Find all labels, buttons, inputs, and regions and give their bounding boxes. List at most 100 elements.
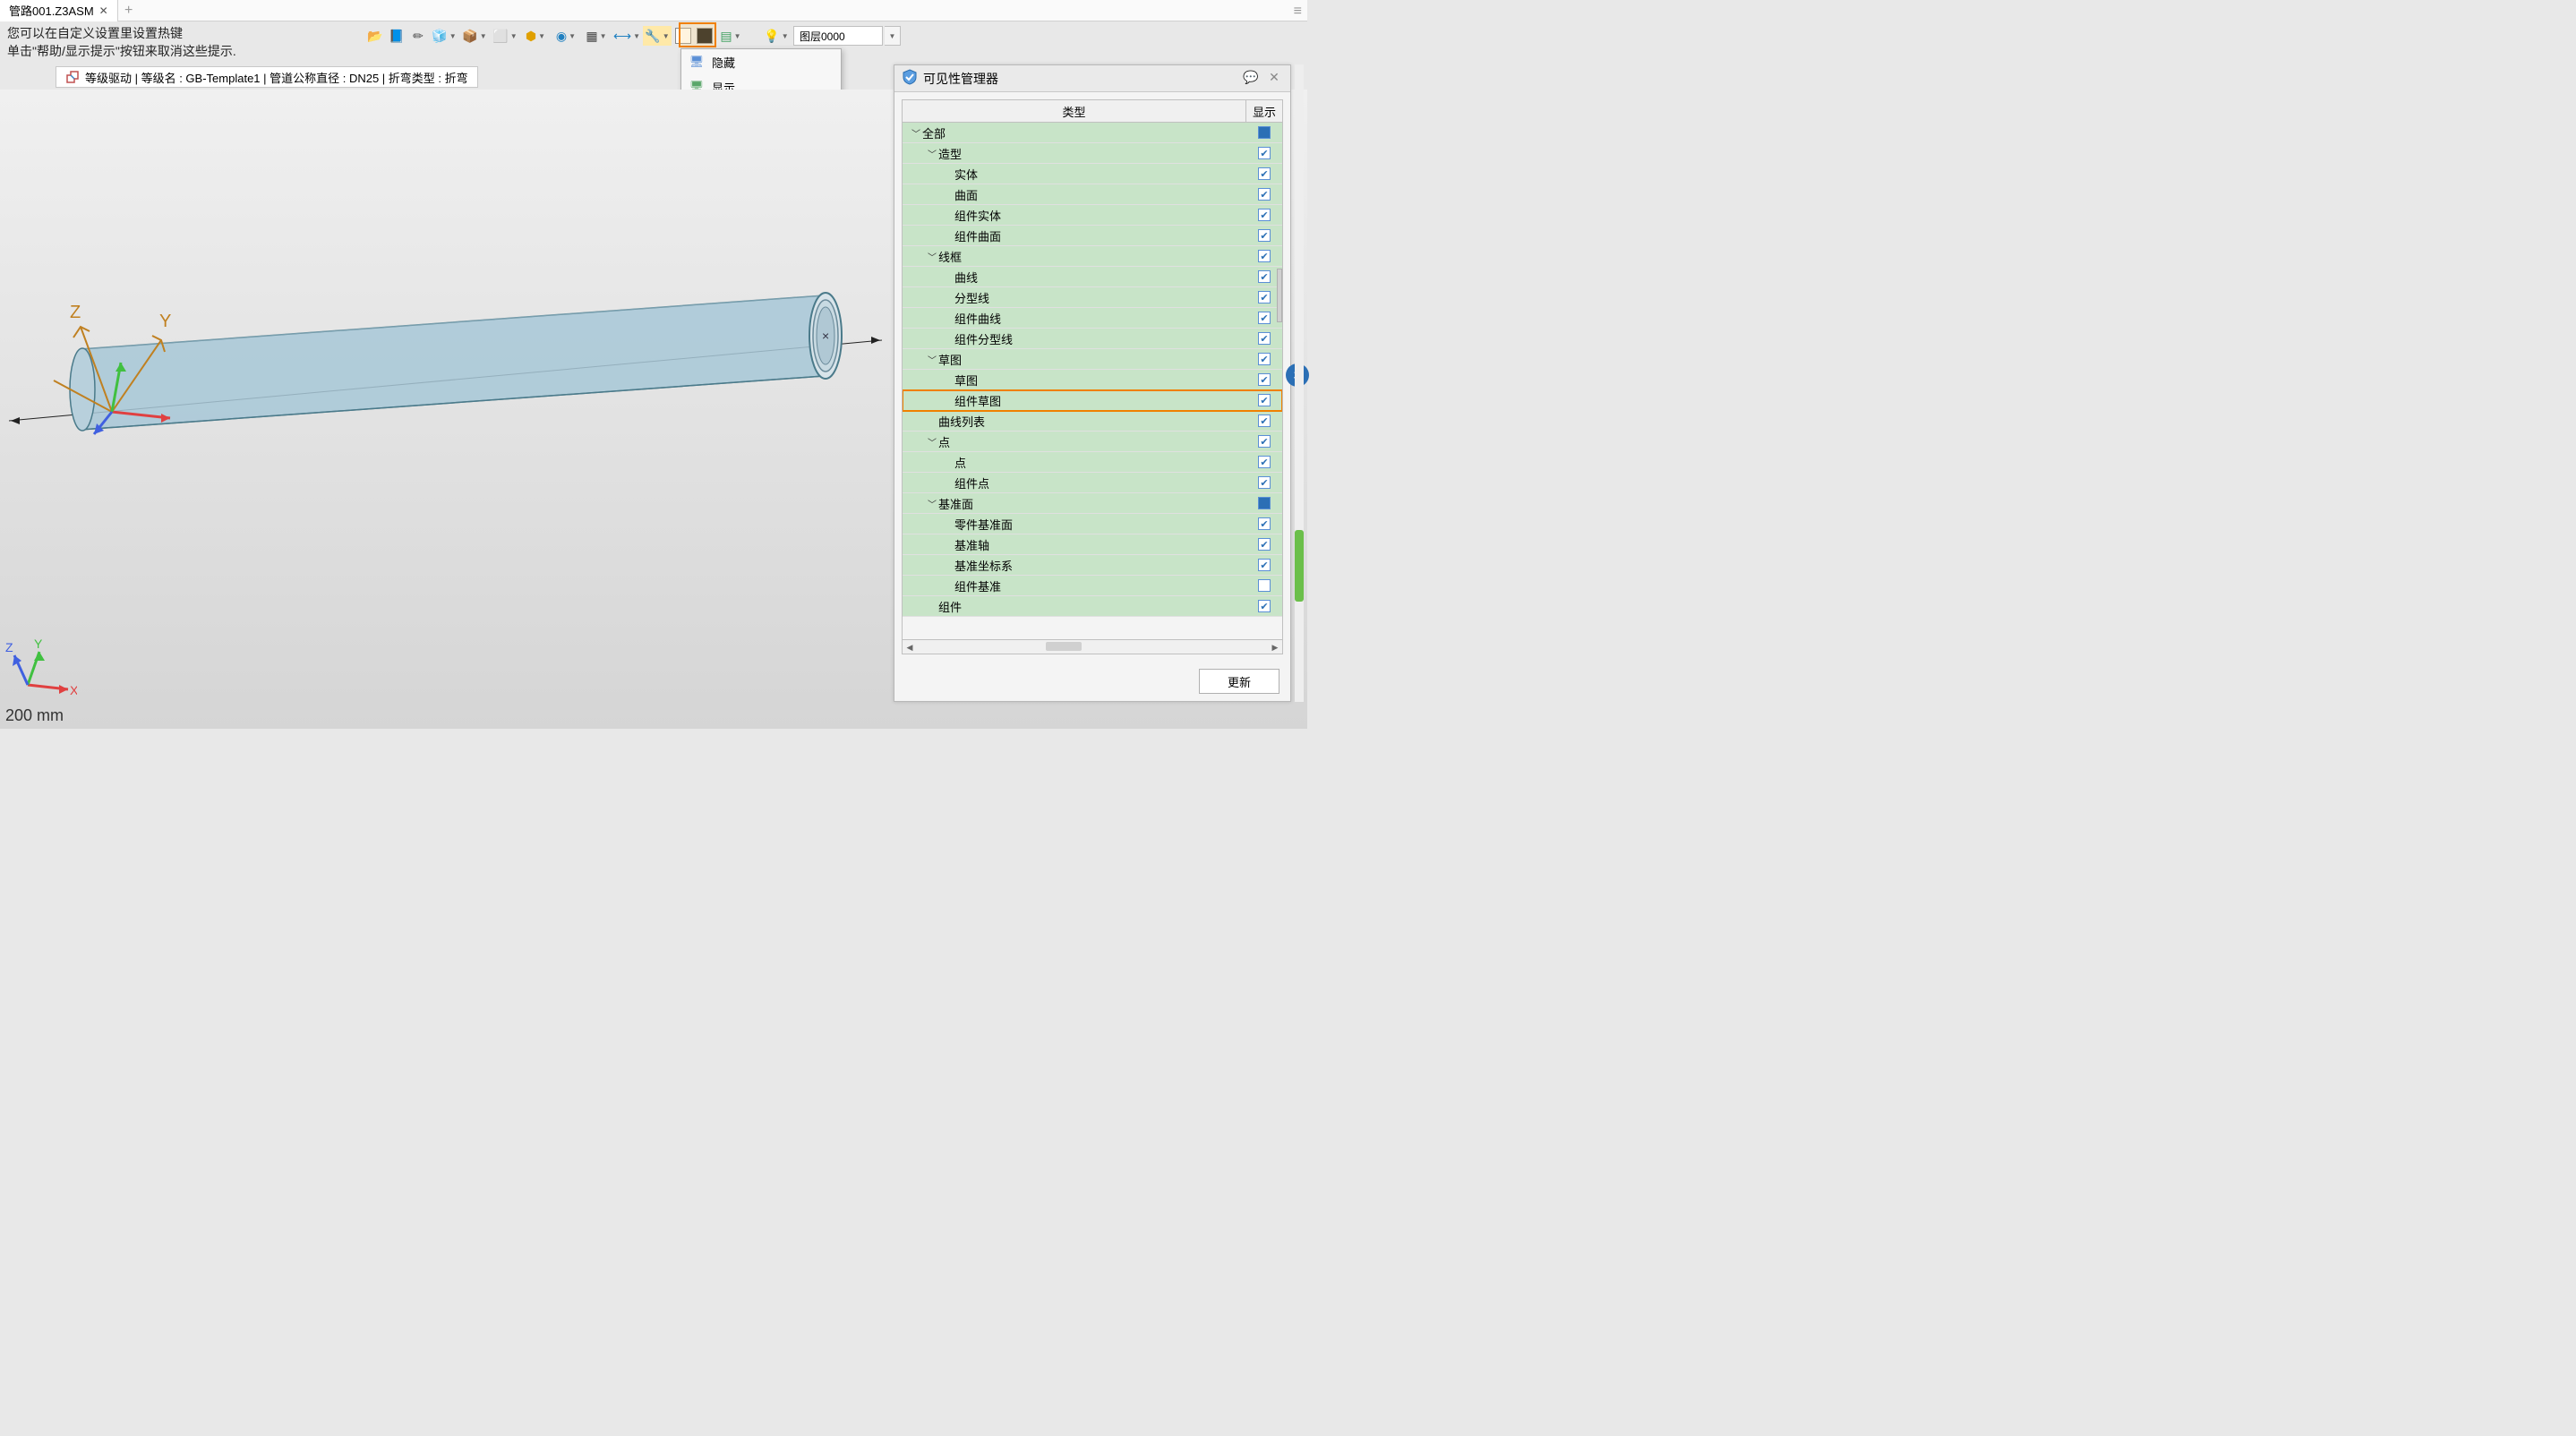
toolbar-btn-2[interactable]: 📘 [387,26,407,46]
col-type: 类型 [903,100,1246,122]
grid-hscroll[interactable]: ◀ ▶ [902,640,1283,654]
tree-row[interactable]: 曲线列表✔ [903,411,1282,432]
layer-select[interactable]: 图层0000 [793,26,883,46]
tree-row[interactable]: 点✔ [903,452,1282,473]
toolbar: 📂 📘 ✏ 🧊▼ 📦▼ ⬜▼ ⬢▼ ◉▼ ▦▼ ⟷▼ 🔧▼ ▤▼ 💡▼ 图层00… [365,25,901,47]
tree-row[interactable]: 零件基准面 ✔ [903,514,1282,534]
side-scrollbar[interactable] [1295,64,1304,702]
checkbox-empty-icon[interactable] [1258,579,1271,592]
checkbox-checked-icon[interactable]: ✔ [1258,476,1271,489]
tree-row[interactable]: 组件基准 [903,576,1282,596]
toolbar-btn-hex[interactable]: ⬢▼ [521,26,550,46]
hscroll-thumb[interactable] [1046,642,1082,651]
checkbox-checked-icon[interactable]: ✔ [1258,167,1271,180]
hscroll-left-icon[interactable]: ◀ [903,640,917,654]
checkbox-checked-icon[interactable]: ✔ [1258,600,1271,612]
row-label: 组件 [938,598,962,615]
tree-row[interactable]: 基准轴✔ [903,534,1282,555]
row-label: 实体 [954,166,978,183]
hint-line-2: 单击"帮助/显示提示"按钮来取消这些提示. [7,43,236,61]
tab-close-icon[interactable]: ✕ [99,4,108,17]
dropdown-item[interactable]: 🖥隐藏 [681,49,841,74]
info-bar-text: 等级驱动 | 等级名 : GB-Template1 | 管道公称直径 : DN2… [85,69,468,86]
tree-row[interactable]: 组件草图 ✔ [903,390,1282,411]
tree-row[interactable]: 曲面✔ [903,184,1282,205]
checkbox-checked-icon[interactable]: ✔ [1258,312,1271,324]
tab-add-button[interactable]: + [118,3,140,19]
panel-shield-icon [902,69,918,88]
layer-dropdown-arrow[interactable]: ▼ [885,26,901,46]
tree-row[interactable]: 组件实体✔ [903,205,1282,226]
chevron-icon[interactable]: ﹀ [926,435,938,449]
chevron-icon[interactable]: ﹀ [926,147,938,160]
checkbox-checked-icon[interactable]: ✔ [1258,250,1271,262]
chevron-icon[interactable]: ﹀ [910,126,922,140]
checkbox-checked-icon[interactable]: ✔ [1258,456,1271,468]
tree-row[interactable]: ﹀线框 ✔ [903,246,1282,267]
toolbar-btn-cube1[interactable]: 🧊▼ [430,26,458,46]
toolbar-btn-bulb[interactable]: 💡▼ [766,26,786,46]
chevron-icon[interactable]: ﹀ [926,497,938,510]
tree-row[interactable]: 实体 ✔ [903,164,1282,184]
panel-close-icon[interactable]: ✕ [1265,70,1283,88]
checkbox-checked-icon[interactable]: ✔ [1258,147,1271,159]
svg-text:Z: Z [5,640,13,654]
checkbox-checked-icon[interactable]: ✔ [1258,373,1271,386]
dropdown-item-icon: 🖥 [689,54,705,70]
checkbox-checked-icon[interactable]: ✔ [1258,188,1271,201]
row-label: 零件基准面 [954,516,1013,533]
side-scroll-thumb[interactable] [1295,530,1304,602]
tree-row[interactable]: 组件 ✔ [903,596,1282,617]
tree-row[interactable]: ﹀造型✔ [903,143,1282,164]
checkbox-checked-icon[interactable]: ✔ [1258,209,1271,221]
checkbox-checked-icon[interactable]: ✔ [1258,394,1271,406]
toolbar-btn-visibility[interactable]: 🔧▼ [643,26,672,46]
document-tab[interactable]: 管路001.Z3ASM ✕ [0,0,118,21]
tree-row[interactable]: 曲线✔ [903,267,1282,287]
tree-row[interactable]: 组件曲线✔ [903,308,1282,329]
hscroll-right-icon[interactable]: ▶ [1268,640,1282,654]
checkbox-checked-icon[interactable]: ✔ [1258,270,1271,283]
update-button[interactable]: 更新 [1199,669,1279,694]
checkbox-checked-icon[interactable]: ✔ [1258,291,1271,303]
panel-body: 类型 显示 ﹀全部﹀造型✔实体✔曲面✔组件实体✔组件曲面✔﹀线框✔曲线✔分型线✔… [894,92,1290,662]
checkbox-checked-icon[interactable]: ✔ [1258,559,1271,571]
checkbox-checked-icon[interactable]: ✔ [1258,538,1271,551]
tree-row[interactable]: ﹀基准面 [903,493,1282,514]
tree-row[interactable]: 组件分型线✔ [903,329,1282,349]
row-label: 线框 [938,248,962,265]
chevron-icon[interactable]: ﹀ [926,353,938,366]
panel-titlebar: 可见性管理器 💬 ✕ [894,65,1290,92]
checkbox-checked-icon[interactable]: ✔ [1258,517,1271,530]
tree-row[interactable]: 分型线✔ [903,287,1282,308]
toolbar-btn-layers-icon[interactable]: ▤▼ [716,26,745,46]
toolbar-btn-cube3[interactable]: ⬜▼ [491,26,519,46]
panel-vtab[interactable] [1277,269,1282,322]
checkbox-checked-icon[interactable]: ✔ [1258,415,1271,427]
toolbar-btn-eraser[interactable]: ✏ [408,26,428,46]
checkbox-partial-icon[interactable] [1258,497,1271,509]
toolbar-btn-cube2[interactable]: 📦▼ [460,26,489,46]
chevron-icon[interactable]: ﹀ [926,250,938,263]
toolbar-btn-grid[interactable]: ▦▼ [582,26,611,46]
tree-row[interactable]: ﹀全部 [903,123,1282,143]
grid-rows[interactable]: ﹀全部﹀造型✔实体✔曲面✔组件实体✔组件曲面✔﹀线框✔曲线✔分型线✔组件曲线✔组… [902,123,1283,640]
panel-help-icon[interactable]: 💬 [1242,70,1260,88]
menu-grip-icon[interactable]: ≡ [1294,4,1302,20]
toolbar-btn-1[interactable]: 📂 [365,26,385,46]
checkbox-partial-icon[interactable] [1258,126,1271,139]
tree-row[interactable]: 基准坐标系✔ [903,555,1282,576]
tree-row[interactable]: 组件曲面✔ [903,226,1282,246]
tree-row[interactable]: 组件点✔ [903,473,1282,493]
tree-row[interactable]: 草图 ✔ [903,370,1282,390]
checkbox-checked-icon[interactable]: ✔ [1258,332,1271,345]
toolbar-btn-dim[interactable]: ⟷▼ [612,26,641,46]
toolbar-btn-sphere[interactable]: ◉▼ [552,26,580,46]
checkbox-checked-icon[interactable]: ✔ [1258,353,1271,365]
tree-row[interactable]: ﹀点✔ [903,432,1282,452]
checkbox-checked-icon[interactable]: ✔ [1258,435,1271,448]
tree-row[interactable]: ﹀草图✔ [903,349,1282,370]
row-label: 草图 [954,372,978,389]
checkbox-checked-icon[interactable]: ✔ [1258,229,1271,242]
row-label: 组件草图 [954,392,1001,409]
